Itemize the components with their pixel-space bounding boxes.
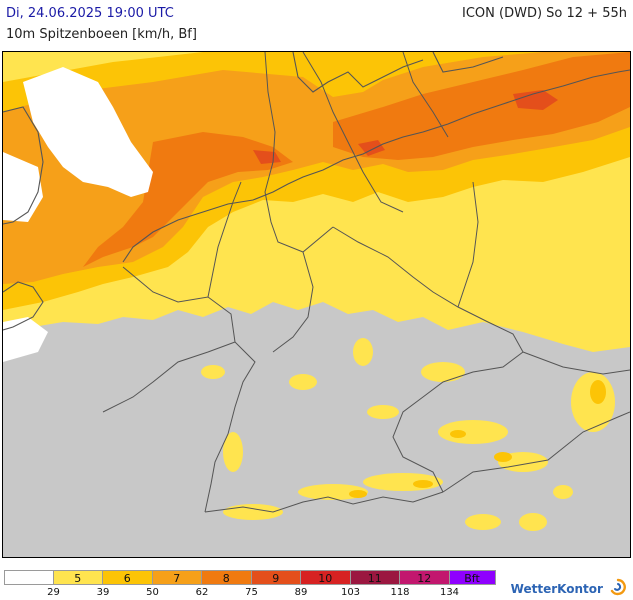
legend-cell: 6: [103, 570, 153, 585]
parameter-label: 10m Spitzenboeen [km/h, Bf]: [6, 27, 197, 42]
model-run-label: ICON (DWD) So 12 + 55h: [462, 6, 627, 21]
legend-cell: 8: [202, 570, 252, 585]
gust-zone-below-5-west: [3, 152, 43, 222]
gust-zone-9-bft: [513, 90, 558, 110]
brand-logo: WetterKontor: [511, 578, 627, 598]
gust-zone-8-bft: [83, 132, 293, 267]
wind-swirl-icon: [609, 578, 627, 600]
gust-zone-below-5-sw: [3, 317, 48, 362]
kmh-tick-label: 103: [340, 587, 361, 598]
gust-scale-legend: 5 6 7 8 9 10 11 12 Bft: [4, 570, 496, 585]
kmh-tick-label: 75: [245, 587, 258, 598]
legend-cell: 5: [53, 570, 103, 585]
kmh-tick-label: 29: [47, 587, 60, 598]
kmh-tick-label: 62: [195, 587, 209, 598]
legend-cell: Bft: [449, 570, 496, 585]
brand-name: WetterKontor: [510, 582, 603, 596]
kmh-tick-label: 50: [146, 587, 159, 598]
country-borders: [102, 52, 630, 513]
legend-cell: 12: [400, 570, 450, 585]
kmh-tick-label: 134: [439, 587, 460, 598]
gust-cells-south-6-bft: [349, 380, 606, 498]
legend-cell: 10: [301, 570, 351, 585]
coastlines: [3, 52, 630, 331]
legend-cell: [4, 570, 54, 585]
gust-zone-8-bft-east: [333, 52, 630, 160]
wind-gust-map[interactable]: [2, 51, 631, 558]
gust-zone-9-bft-small: [358, 140, 385, 156]
valid-time-label: Di, 24.06.2025 19:00 UTC: [6, 6, 174, 21]
legend-cell: 7: [152, 570, 202, 585]
legend-cell: 11: [350, 570, 400, 585]
legend-cell: 9: [251, 570, 301, 585]
kmh-tick-label: 118: [390, 587, 410, 598]
kmh-tick-label: 89: [294, 587, 308, 598]
kmh-tick-label: 39: [96, 587, 110, 598]
gust-zone-below-5-north: [23, 67, 153, 197]
